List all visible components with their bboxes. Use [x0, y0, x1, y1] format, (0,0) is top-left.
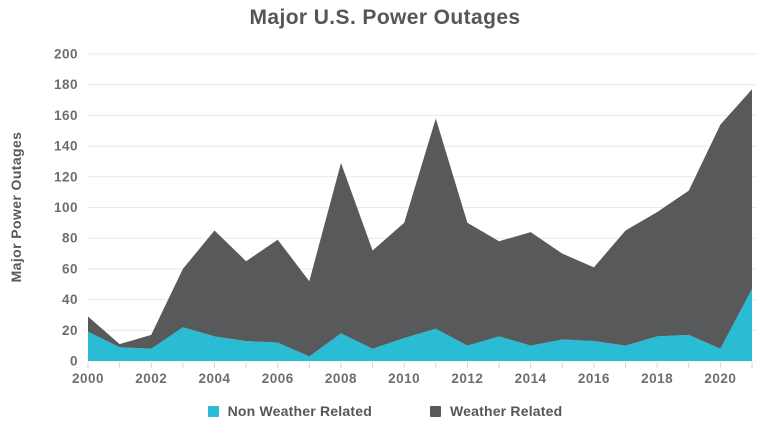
y-tick-label: 180: [54, 77, 78, 92]
legend-item-weather: Weather Related: [429, 403, 563, 419]
chart-legend: Non Weather Related Weather Related: [0, 403, 770, 419]
legend-item-non-weather: Non Weather Related: [207, 403, 372, 419]
x-tick-label: 2020: [704, 371, 736, 386]
area-non-weather-related: [88, 288, 752, 361]
legend-label-weather: Weather Related: [449, 403, 563, 419]
y-tick-label: 20: [62, 323, 78, 338]
x-tick-label: 2008: [325, 371, 357, 386]
y-tick-label: 120: [54, 169, 78, 184]
x-tick-label: 2014: [515, 371, 547, 386]
y-tick-label: 100: [54, 200, 78, 215]
non-weather-swatch-icon: [207, 405, 219, 417]
x-tick-label: 2018: [641, 371, 673, 386]
y-tick-label: 160: [54, 108, 78, 123]
y-tick-label: 40: [62, 292, 78, 307]
x-tick-label: 2012: [451, 371, 483, 386]
legend-label-non-weather: Non Weather Related: [227, 403, 372, 419]
y-tick-label: 0: [70, 354, 78, 369]
x-tick-label: 2010: [388, 371, 420, 386]
chart-title: Major U.S. Power Outages: [249, 6, 521, 29]
weather-swatch-icon: [429, 405, 441, 417]
area-weather-related: [88, 89, 752, 357]
x-tick-label: 2000: [72, 371, 104, 386]
x-tick-label: 2016: [578, 371, 610, 386]
y-tick-label: 200: [54, 47, 78, 62]
y-tick-label: 140: [54, 139, 78, 154]
x-tick-label: 2006: [262, 371, 294, 386]
x-tick-label: 2004: [198, 371, 230, 386]
x-tick-label: 2002: [135, 371, 167, 386]
y-tick-label: 80: [62, 231, 78, 246]
y-tick-label: 60: [62, 261, 78, 276]
